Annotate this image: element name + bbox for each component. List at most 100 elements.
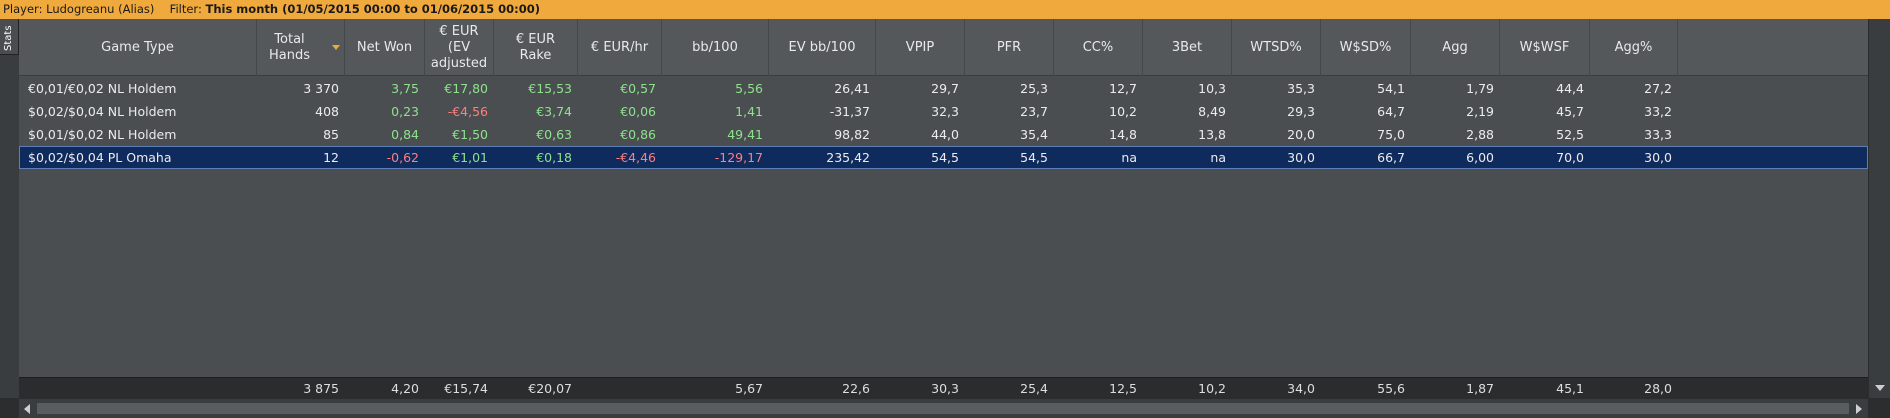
cell-wwsf: 45,7	[1556, 104, 1584, 119]
cell-wwsf: 70,0	[1556, 150, 1584, 165]
cell-cc: 10,2	[1109, 104, 1137, 119]
scroll-right-arrow-icon[interactable]	[1856, 404, 1862, 414]
cell-wsd: 64,7	[1377, 104, 1405, 119]
totals-row: 3 875 4,20 €15,74 €20,07 5,67 22,6 30,3 25,4 12,…	[19, 377, 1868, 398]
cell-agg: 2,88	[1466, 127, 1494, 142]
scroll-down-arrow-icon[interactable]	[1875, 385, 1885, 391]
scroll-left-arrow-icon[interactable]	[24, 404, 30, 414]
column-header-label: € EUR Rake	[515, 31, 556, 63]
total-game-type	[19, 378, 257, 399]
cell-pfr: 54,5	[1020, 150, 1048, 165]
cell-ev-bb100: 26,41	[834, 81, 870, 96]
total-pfr: 25,4	[1020, 381, 1048, 396]
cell-ev-adjusted: €1,01	[452, 150, 488, 165]
table-row[interactable]: €0,01/€0,02 NL Holdem 3 370 3,75 €17,80 €15,…	[19, 77, 1868, 100]
table-row[interactable]: $0,02/$0,04 NL Holdem 408 0,23 -€4,56 €3,74 €…	[19, 100, 1868, 123]
column-header-bb100[interactable]: bb/100	[662, 19, 769, 76]
horizontal-scroll-thumb[interactable]	[37, 403, 1849, 414]
cell-net-won: 3,75	[391, 81, 419, 96]
stats-tab-label: Stats	[3, 25, 14, 51]
cell-wtsd: 35,3	[1287, 81, 1315, 96]
column-header-eur-hr[interactable]: € EUR/hr	[578, 19, 662, 76]
total-ev-adjusted: €15,74	[444, 381, 488, 396]
column-header-label: VPIP	[905, 39, 935, 55]
cell-agg-pct: 30,0	[1644, 150, 1672, 165]
filter-value: This month (01/05/2015 00:00 to 01/06/20…	[205, 2, 541, 16]
column-header-wtsd[interactable]: WTSD%	[1232, 19, 1321, 76]
cell-game-type: $0,02/$0,04 NL Holdem	[28, 104, 177, 119]
column-header-rake[interactable]: € EUR Rake	[494, 19, 578, 76]
cell-bb100: 49,41	[727, 127, 763, 142]
cell-wsd: 75,0	[1377, 127, 1405, 142]
column-header-total-hands[interactable]: Total Hands	[257, 19, 345, 76]
cell-rake: €15,53	[528, 81, 572, 96]
cell-game-type: €0,01/€0,02 NL Holdem	[28, 81, 177, 96]
cell-wsd: 54,1	[1377, 81, 1405, 96]
column-header-agg-pct[interactable]: Agg%	[1590, 19, 1678, 76]
cell-total-hands: 3 370	[303, 81, 339, 96]
column-header-label: WTSD%	[1250, 39, 1302, 55]
cell-cc: 12,7	[1109, 81, 1137, 96]
column-header-label: € EUR (EV adjusted	[430, 23, 488, 71]
column-header-label: W$SD%	[1339, 39, 1392, 55]
cell-cc: na	[1121, 150, 1137, 165]
grid-header: Game Type Total Hands Net Won € EUR (EV adj…	[19, 19, 1868, 76]
cell-net-won: 0,84	[391, 127, 419, 142]
column-header-ev-adjusted[interactable]: € EUR (EV adjusted	[425, 19, 494, 76]
total-cc: 12,5	[1109, 381, 1137, 396]
cell-wtsd: 30,0	[1287, 150, 1315, 165]
column-header-ev-bb100[interactable]: EV bb/100	[769, 19, 876, 76]
cell-wtsd: 29,3	[1287, 104, 1315, 119]
column-header-game-type[interactable]: Game Type	[19, 19, 257, 76]
column-header-label: Net Won	[356, 39, 413, 55]
column-header-pfr[interactable]: PFR	[965, 19, 1054, 76]
cell-rake: €0,18	[536, 150, 572, 165]
cell-total-hands: 85	[323, 127, 339, 142]
stats-tab[interactable]: Stats	[0, 19, 19, 55]
filter-bar[interactable]: Player: Ludogreanu (Alias) Filter: This …	[0, 0, 1890, 19]
cell-wwsf: 52,5	[1556, 127, 1584, 142]
cell-ev-bb100: 98,82	[834, 127, 870, 142]
cell-ev-adjusted: €17,80	[444, 81, 488, 96]
cell-eur-hr: -€4,46	[615, 150, 656, 165]
horizontal-scrollbar[interactable]	[19, 398, 1868, 418]
column-header-wsd[interactable]: W$SD%	[1321, 19, 1411, 76]
table-row[interactable]: $0,01/$0,02 NL Holdem 85 0,84 €1,50 €0,63 €0,…	[19, 123, 1868, 146]
table-row[interactable]: $0,02/$0,04 PL Omaha 12 -0,62 €1,01 €0,18 -€4…	[19, 146, 1868, 169]
cell-pfr: 23,7	[1020, 104, 1048, 119]
cell-ev-adjusted: -€4,56	[447, 104, 488, 119]
sort-descending-icon[interactable]	[332, 45, 340, 50]
left-gutter	[0, 55, 19, 398]
cell-pfr: 35,4	[1020, 127, 1048, 142]
cell-threebet: 8,49	[1198, 104, 1226, 119]
column-header-cc[interactable]: CC%	[1054, 19, 1143, 76]
filter-label: Filter:	[169, 2, 202, 16]
cell-vpip: 54,5	[931, 150, 959, 165]
cell-net-won: -0,62	[386, 150, 419, 165]
cell-ev-bb100: -31,37	[829, 104, 870, 119]
total-wtsd: 34,0	[1287, 381, 1315, 396]
column-header-label: bb/100	[692, 39, 738, 55]
cell-agg: 2,19	[1466, 104, 1494, 119]
column-header-threebet[interactable]: 3Bet	[1143, 19, 1232, 76]
cell-game-type: $0,01/$0,02 NL Holdem	[28, 127, 177, 142]
column-header-vpip[interactable]: VPIP	[876, 19, 965, 76]
column-header-agg[interactable]: Agg	[1411, 19, 1500, 76]
column-header-net-won[interactable]: Net Won	[345, 19, 425, 76]
column-header-label: Agg	[1442, 39, 1468, 55]
total-wsd: 55,6	[1377, 381, 1405, 396]
cell-wtsd: 20,0	[1287, 127, 1315, 142]
cell-ev-bb100: 235,42	[826, 150, 870, 165]
cell-wsd: 66,7	[1377, 150, 1405, 165]
cell-game-type: $0,02/$0,04 PL Omaha	[28, 150, 172, 165]
cell-pfr: 25,3	[1020, 81, 1048, 96]
vertical-scrollbar[interactable]	[1868, 19, 1890, 398]
column-header-wwsf[interactable]: W$WSF	[1500, 19, 1590, 76]
column-header-label: Total Hands	[268, 31, 310, 63]
cell-ev-adjusted: €1,50	[452, 127, 488, 142]
total-threebet: 10,2	[1198, 381, 1226, 396]
cell-agg: 1,79	[1466, 81, 1494, 96]
cell-total-hands: 12	[323, 150, 339, 165]
player-name: Ludogreanu (Alias)	[46, 2, 155, 16]
column-header-label: € EUR/hr	[590, 39, 649, 55]
